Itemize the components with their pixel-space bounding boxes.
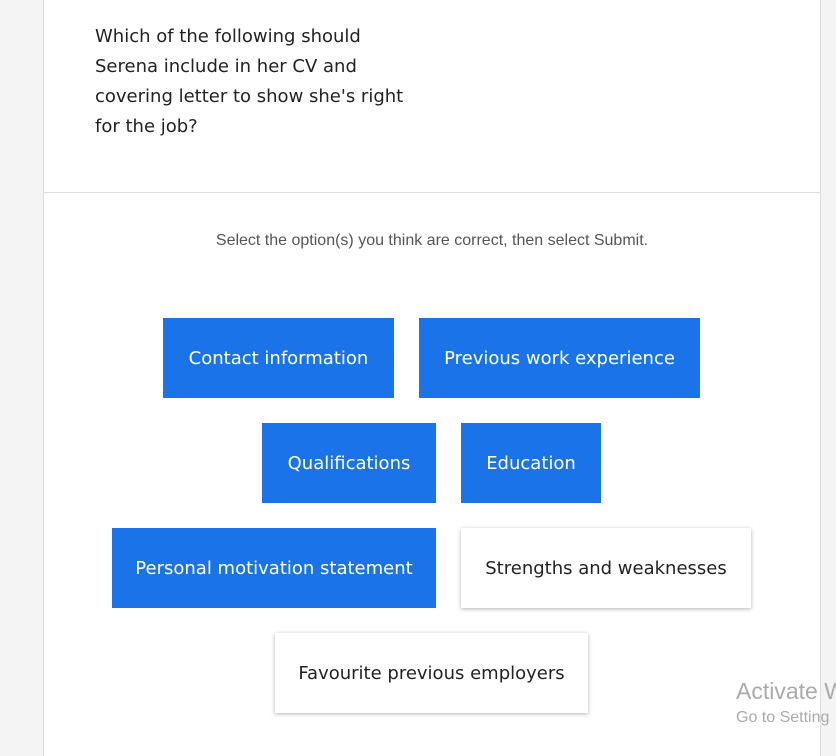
watermark-title: Activate W [736,678,836,704]
instruction: Select the option(s) you think are corre… [215,232,649,249]
watermark: Activate W Go to Setting [736,678,836,727]
watermark-subtitle: Go to Setting [736,709,830,726]
separator [44,192,820,193]
option-button[interactable]: Education [461,423,601,503]
question: Which of the following should Serena inc… [95,26,404,137]
option-button[interactable]: Personal motivation statement [112,528,436,608]
option-button[interactable]: Favourite previous employers [275,633,588,713]
option-button[interactable]: Qualifications [262,423,436,503]
option-button[interactable]: Previous work experience [419,318,700,398]
option-button[interactable]: Strengths and weaknesses [461,528,751,608]
option-button[interactable]: Contact information [163,318,394,398]
